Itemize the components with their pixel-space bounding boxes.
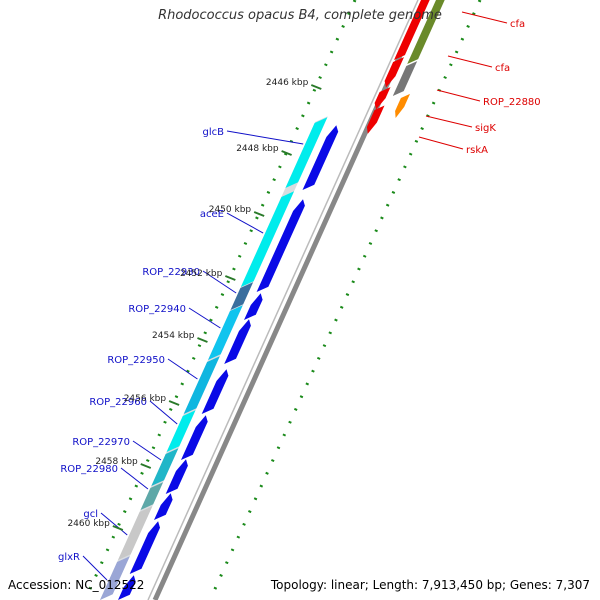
tick-label-2: 2448 kbp [236, 144, 279, 154]
left-gene-label-10: glxR [58, 552, 80, 563]
blue-arrow-gene-1 [302, 125, 339, 190]
tick-label-3: 2450 kbp [209, 205, 252, 215]
left-gene-label-3: ROP_22930 [142, 267, 200, 278]
blue-arrow-gene-4 [224, 319, 251, 364]
right-leader-line-3 [436, 89, 481, 102]
left-gene-label-7: ROP_22970 [72, 437, 130, 448]
cyan-gene-4 [208, 305, 243, 360]
left-gene-label-5: ROP_22950 [107, 355, 165, 366]
right-gene-label-1: cfa [510, 19, 525, 30]
right-gene-label-4: sigK [475, 123, 496, 134]
tick-label-8: 2460 kbp [67, 519, 110, 529]
cyan-gene-8 [140, 482, 164, 510]
right-gene-label-5: rskA [466, 145, 488, 156]
blue-arrow-gene-5 [201, 369, 229, 414]
dotted-guide-right [208, 0, 482, 600]
red-arrow-gene-3 [374, 87, 391, 110]
left-gene-label-2: aceE [200, 209, 224, 220]
left-gene-label-4: ROP_22940 [128, 304, 186, 315]
topology-label: Topology: linear; Length: 7,913,450 bp; … [270, 578, 590, 592]
kbp-ticks: 2446 kbp 2448 kbp 2450 kbp 2452 kbp 2454 kbp… [67, 78, 322, 531]
cyan-gene-6 [166, 410, 196, 452]
red-arrow-gene-2 [384, 57, 404, 88]
tick-mark-5 [197, 337, 208, 343]
blue-arrow-gene-10 [118, 575, 136, 600]
left-leader-line-9 [100, 512, 128, 536]
cyan-gene-7 [151, 448, 179, 486]
backbone-layer [147, 0, 428, 600]
blue-arrow-gene-8 [154, 493, 173, 520]
tick-mark-1 [310, 84, 322, 90]
orange-gene [395, 93, 410, 118]
tick-label-7: 2458 kbp [95, 457, 138, 467]
right-leader-line-2 [447, 55, 493, 68]
left-gene-label-6: ROP_22960 [89, 397, 147, 408]
gray-gene [392, 61, 418, 96]
map-title: Rhodococcus opacus B4, complete genome [158, 8, 442, 23]
right-leader-line-1 [461, 11, 508, 24]
cyan-gene-3 [230, 282, 254, 310]
right-gene-label-2: cfa [495, 63, 510, 74]
gene-features [100, 0, 445, 600]
red-arrow-gene-4 [366, 105, 385, 134]
left-leader-line-3 [202, 270, 237, 294]
left-leader-line-8 [120, 467, 149, 490]
left-gene-label-1: glcB [203, 127, 225, 138]
red-gene-1 [394, 0, 430, 60]
accession-label: Accession: NC_012522 [8, 578, 145, 592]
tick-mark-7 [140, 463, 152, 469]
left-gene-label-8: ROP_22980 [60, 464, 118, 475]
blue-arrow-gene-2 [256, 199, 305, 292]
tick-mark-3 [253, 211, 265, 217]
cyan-gene-5 [183, 356, 220, 414]
cyan-gene-1 [285, 117, 328, 188]
blue-arrow-gene-9 [129, 521, 160, 574]
tick-mark-6 [168, 400, 180, 406]
blue-arrow-gene-3 [244, 293, 263, 320]
backbone-inner-line [147, 0, 419, 600]
left-gene-label-9: gcl [83, 509, 98, 520]
tick-label-1: 2446 kbp [266, 78, 309, 88]
blue-arrow-gene-6 [181, 415, 208, 460]
blue-arrow-gene-7 [165, 459, 188, 494]
left-leader-line-2 [226, 212, 264, 234]
left-leader-line-6 [149, 400, 178, 425]
cyan-gene-2 [240, 191, 295, 287]
tick-label-5: 2454 kbp [152, 331, 195, 341]
tick-mark-4 [224, 275, 236, 281]
gene-labels: glcB aceE ROP_22930 ROP_22940 ROP_22950 ROP_2… [58, 11, 541, 581]
left-leader-line-7 [132, 440, 162, 461]
tick-mark-2 [281, 150, 292, 156]
tick-label-4: 2452 kbp [180, 269, 223, 279]
left-leader-line-10 [82, 555, 108, 581]
left-leader-line-1 [226, 130, 304, 145]
tick-label-6: 2456 kbp [124, 394, 167, 404]
right-leader-line-5 [418, 136, 464, 150]
right-leader-line-4 [425, 115, 473, 128]
cyan-gene-10 [100, 556, 130, 600]
dotted-guide-left [83, 0, 357, 600]
cyan-gene-9 [118, 506, 153, 560]
right-gene-label-3: ROP_22880 [483, 97, 541, 108]
tick-mark-8 [112, 525, 124, 531]
left-leader-line-5 [167, 358, 198, 380]
left-leader-line-4 [188, 307, 221, 329]
olive-gene [407, 0, 445, 64]
